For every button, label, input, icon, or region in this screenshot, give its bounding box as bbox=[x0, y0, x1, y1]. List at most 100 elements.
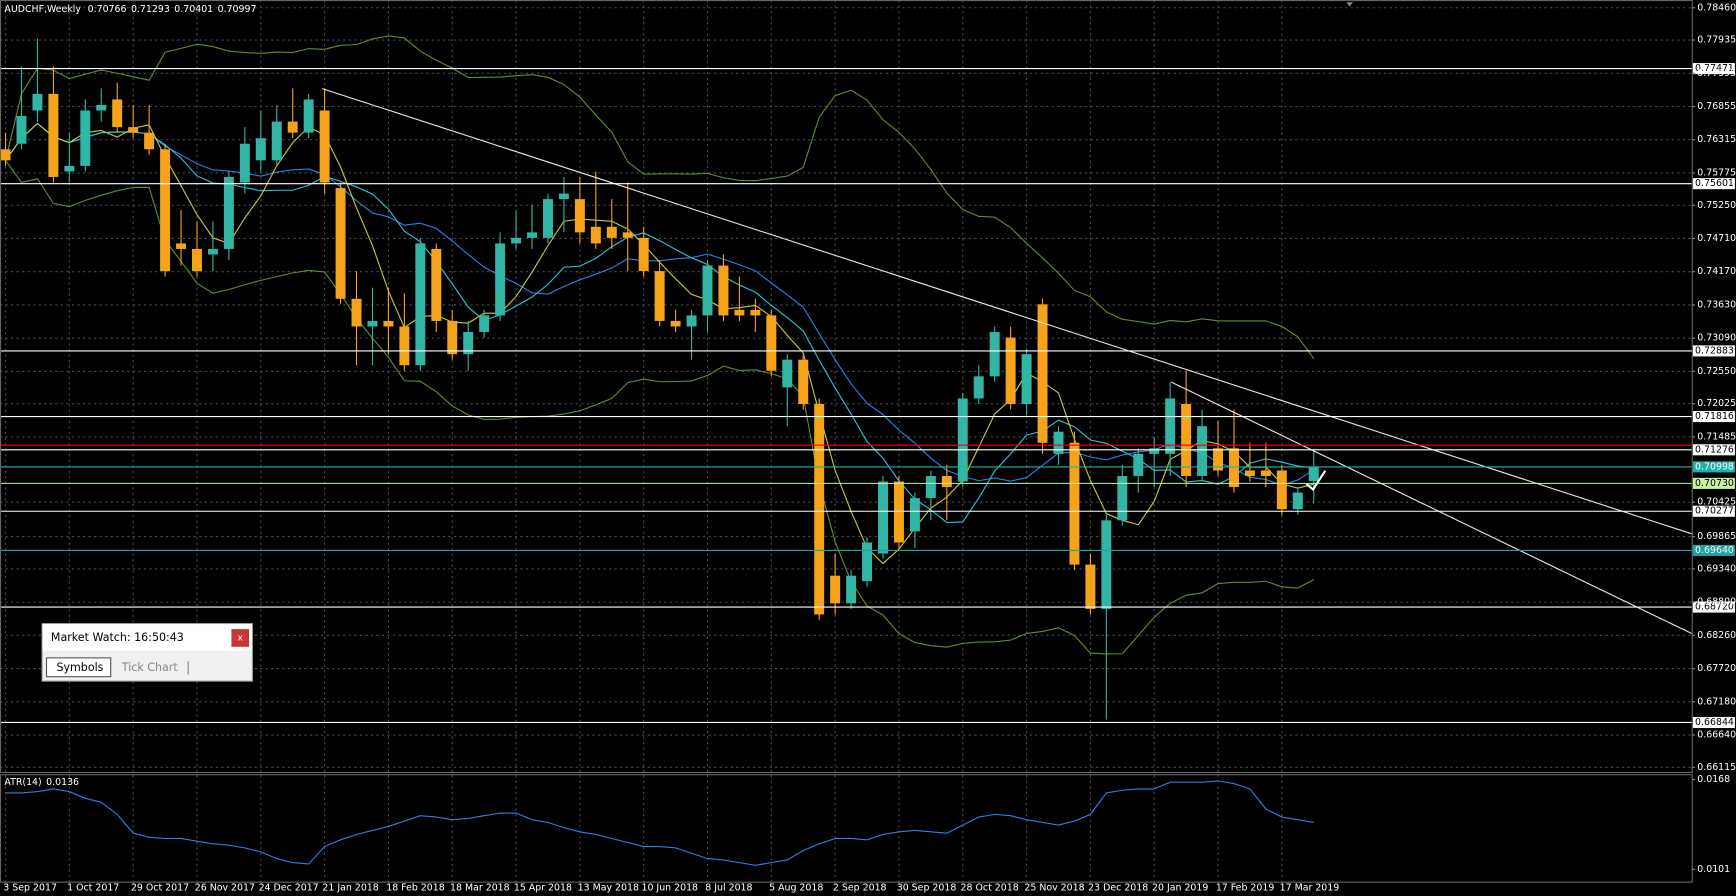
window-title: Market Watch: 16:50:43 bbox=[51, 631, 184, 644]
candle-body bbox=[989, 332, 1000, 377]
level-label: 0.69640 bbox=[1695, 545, 1734, 556]
candle-body bbox=[495, 243, 506, 316]
y-tick-label: 0.67180 bbox=[1697, 696, 1736, 707]
y-tick-label: 0.75250 bbox=[1697, 200, 1736, 211]
x-tick-label: 17 Mar 2019 bbox=[1280, 883, 1340, 894]
symbol: AUDCHF,Weekly bbox=[4, 3, 81, 14]
candle-body bbox=[271, 121, 282, 161]
level-label: 0.70730 bbox=[1695, 478, 1734, 489]
candle-body bbox=[1292, 492, 1303, 510]
x-tick-label: 26 Nov 2017 bbox=[195, 883, 255, 894]
candle-body bbox=[303, 99, 314, 133]
candle-body bbox=[32, 93, 43, 111]
bollinger-lower bbox=[5, 160, 1315, 655]
x-tick-label: 21 Jan 2018 bbox=[322, 883, 378, 894]
x-tick-label: 2 Sep 2018 bbox=[833, 883, 887, 894]
candle-body bbox=[1244, 470, 1255, 476]
close-button[interactable] bbox=[231, 629, 250, 647]
check-mark bbox=[1305, 470, 1327, 492]
level-label-box bbox=[1692, 411, 1735, 423]
y-tick-label: 0.76315 bbox=[1697, 134, 1736, 145]
x-tick-label: 13 May 2018 bbox=[578, 883, 639, 894]
candle-body bbox=[638, 237, 649, 272]
atr-line bbox=[5, 780, 1314, 866]
level-label: 0.77471 bbox=[1695, 63, 1734, 74]
candle-body bbox=[766, 315, 777, 371]
x-tick-label: 8 Jul 2018 bbox=[705, 883, 752, 894]
level-label: 0.68720 bbox=[1695, 602, 1734, 613]
y-tick-label: 0.70425 bbox=[1697, 497, 1736, 508]
candle-body bbox=[128, 127, 139, 133]
x-tick-label: 25 Nov 2018 bbox=[1024, 883, 1084, 894]
indicator-header: ATR(14) 0.0136 bbox=[4, 776, 79, 787]
candle-body bbox=[1197, 426, 1208, 476]
y-tick-label: 0.68800 bbox=[1697, 597, 1736, 608]
candle-body bbox=[590, 226, 601, 244]
market-watch: Market Watch: 16:50:43 x Symbols Tick Ch… bbox=[41, 622, 253, 682]
candle-body bbox=[48, 93, 59, 177]
candle-body bbox=[574, 199, 585, 233]
candle-body bbox=[830, 575, 841, 604]
x-tick-label: 18 Mar 2018 bbox=[450, 883, 510, 894]
candle-body bbox=[0, 149, 11, 161]
y-tick-label: 0.73090 bbox=[1697, 333, 1736, 344]
x-tick-label: 18 Feb 2018 bbox=[386, 883, 445, 894]
candle-body bbox=[239, 143, 250, 183]
x-tick-label: 15 Apr 2018 bbox=[514, 883, 572, 894]
close-label[interactable]: x bbox=[238, 633, 243, 643]
candle-body bbox=[207, 248, 218, 255]
candle-body bbox=[223, 176, 234, 249]
candle-body bbox=[670, 320, 681, 327]
candle-body bbox=[606, 226, 617, 238]
chart-header: AUDCHF,Weekly 0.70766 0.71293 0.70401 0.7099… bbox=[4, 3, 256, 14]
candle-body bbox=[782, 359, 793, 388]
candle-body bbox=[1181, 404, 1192, 476]
level-label-box bbox=[1692, 63, 1735, 75]
x-tick-label: 17 Feb 2019 bbox=[1216, 883, 1275, 894]
candle-body bbox=[1085, 564, 1096, 609]
candle-body bbox=[399, 326, 410, 366]
close: 0.70997 bbox=[218, 3, 257, 14]
level-label: 0.70277 bbox=[1695, 506, 1734, 517]
x-tick-label: 30 Sep 2018 bbox=[897, 883, 957, 894]
level-label: 0.75601 bbox=[1695, 178, 1734, 189]
y-tick-label: 0.66640 bbox=[1697, 730, 1736, 741]
y-tick-label: 0.74170 bbox=[1697, 266, 1736, 277]
candle-body bbox=[367, 320, 378, 327]
candle-body bbox=[1117, 475, 1128, 521]
candle-body bbox=[798, 359, 809, 405]
candle-body bbox=[814, 404, 825, 615]
y-tick-label: 0.74710 bbox=[1697, 233, 1736, 244]
level-label-box bbox=[1692, 601, 1735, 613]
candle-body bbox=[1069, 442, 1080, 565]
candle-body bbox=[718, 265, 729, 316]
y-tick-label: 0.76855 bbox=[1697, 101, 1736, 112]
level-label-box bbox=[1692, 477, 1735, 489]
y-tick-label: 0.69865 bbox=[1697, 531, 1736, 542]
candle-body bbox=[846, 575, 857, 604]
y-tick-label: 0.77395 bbox=[1697, 68, 1736, 79]
tab-active[interactable] bbox=[45, 657, 112, 678]
candle-body bbox=[1260, 470, 1271, 476]
y-tick-label: 0.66115 bbox=[1697, 762, 1736, 773]
level-label-box bbox=[1692, 178, 1735, 190]
candle-body bbox=[80, 110, 91, 166]
candle-body bbox=[383, 320, 394, 327]
level-label-box bbox=[1692, 505, 1735, 517]
shift-marker bbox=[1346, 2, 1353, 7]
candle-body bbox=[957, 398, 968, 482]
level-label-box bbox=[1692, 461, 1735, 473]
levels: 0.77471 0.75601 0.72883 0.71816 0.71276 0.709… bbox=[0, 63, 1735, 729]
x-tick-label: 3 Sep 2017 bbox=[3, 883, 57, 894]
trendline bbox=[322, 88, 1692, 535]
candle-body bbox=[1133, 453, 1144, 476]
tab-label[interactable]: Symbols bbox=[56, 661, 103, 674]
x-tick-label: 1 Oct 2017 bbox=[67, 883, 119, 894]
level-label-box bbox=[1692, 345, 1735, 357]
y-tick-label: 0.77935 bbox=[1697, 35, 1736, 46]
x-tick-label: 24 Dec 2017 bbox=[259, 883, 319, 894]
tab-label[interactable]: Tick Chart bbox=[121, 661, 179, 674]
level-label: 0.66844 bbox=[1695, 717, 1734, 728]
bollinger-upper bbox=[4, 35, 1315, 360]
